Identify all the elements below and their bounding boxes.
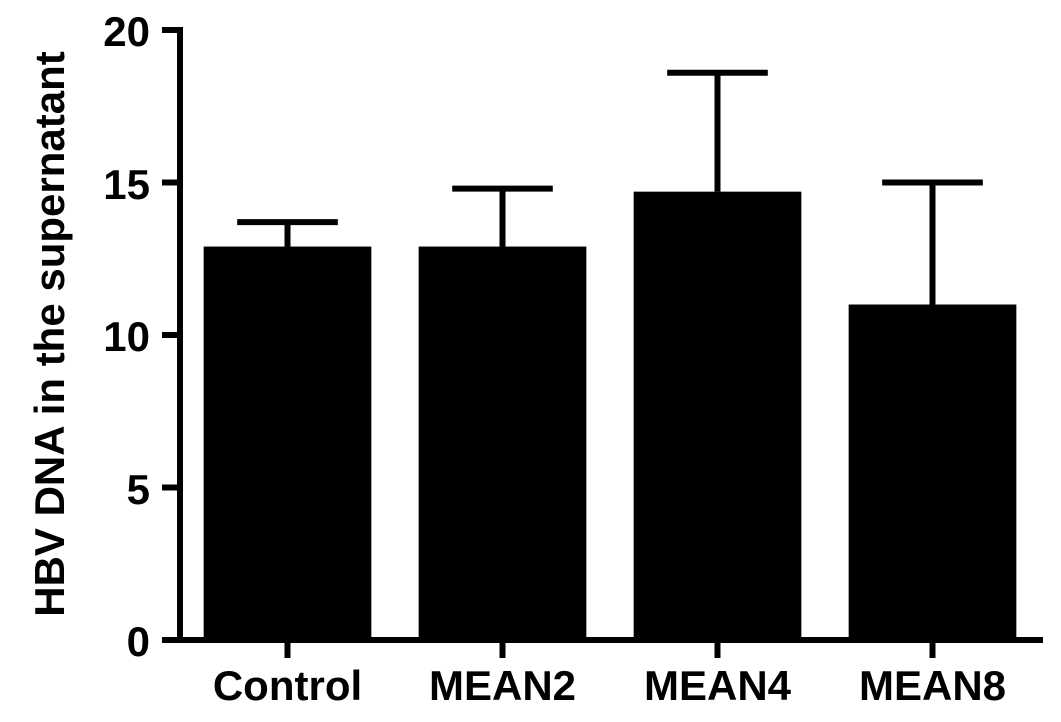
chart-container: HBV DNA in the supernatant (0, 0, 1061, 722)
bar-mean8 (849, 305, 1017, 641)
ytick-label-3: 15 (90, 161, 150, 209)
bar-mean2 (419, 247, 587, 640)
ytick-label-1: 5 (90, 466, 150, 514)
chart-svg (0, 0, 1061, 722)
category-label-3: MEAN8 (859, 662, 1006, 710)
category-label-0: Control (213, 662, 362, 710)
ytick-label-0: 0 (90, 618, 150, 666)
ytick-label-2: 10 (90, 313, 150, 361)
bar-control (204, 247, 372, 640)
ytick-label-4: 20 (90, 8, 150, 56)
bar-mean4 (634, 192, 802, 640)
bars (204, 192, 1017, 640)
category-label-1: MEAN2 (429, 662, 576, 710)
category-label-2: MEAN4 (644, 662, 791, 710)
